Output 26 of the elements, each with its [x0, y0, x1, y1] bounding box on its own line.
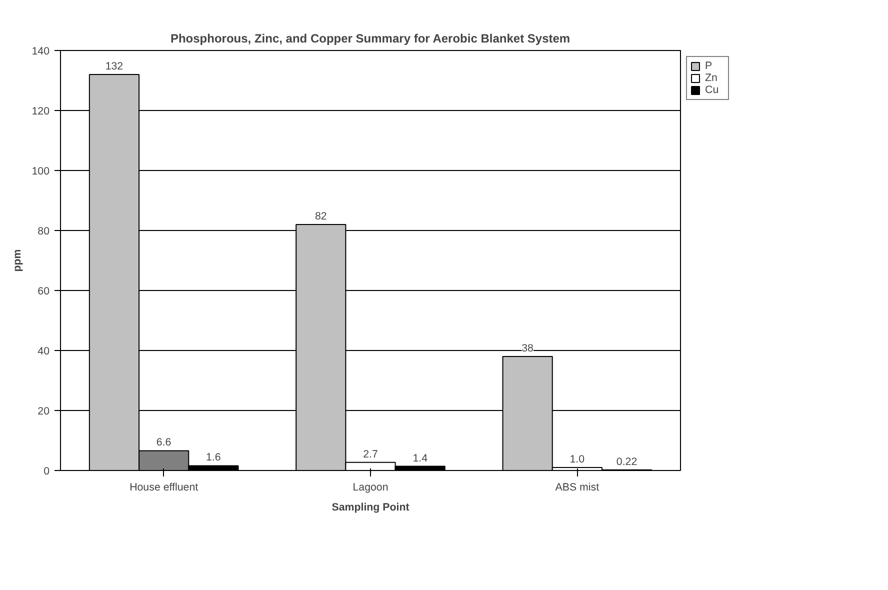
data-label: 6.6: [156, 436, 172, 449]
data-label: 1.0: [570, 454, 585, 466]
data-label: 2.7: [363, 448, 378, 460]
data-label: 38: [522, 342, 534, 354]
legend-label: Zn: [705, 72, 718, 84]
chart-title: Phosphorous, Zinc, and Copper Summary for Aerobic Blanket System: [170, 32, 570, 46]
x-axis-title: Sampling Point: [332, 502, 410, 514]
data-label: 132: [105, 60, 124, 72]
y-axis-title: ppm: [12, 249, 24, 272]
y-tick-label: 60: [38, 286, 50, 298]
y-tick-label: 80: [38, 226, 50, 238]
x-tick-label: ABS mist: [555, 482, 600, 494]
x-tick-label: Lagoon: [352, 482, 388, 494]
legend-label: Cu: [705, 84, 720, 96]
y-tick-label: 140: [32, 46, 50, 58]
x-tick-label: House effluent: [130, 482, 198, 494]
data-label: 1.6: [206, 452, 221, 464]
y-tick-label: 100: [32, 166, 50, 178]
y-tick-label: 40: [38, 346, 50, 358]
data-label: 82: [314, 210, 327, 222]
y-tick-label: 20: [38, 406, 50, 418]
y-tick-label: 0: [44, 466, 50, 478]
legend-label: P: [705, 60, 714, 72]
data-label: 1.4: [412, 452, 428, 464]
data-label: 0.22: [616, 456, 638, 468]
y-tick-label: 120: [32, 106, 50, 118]
